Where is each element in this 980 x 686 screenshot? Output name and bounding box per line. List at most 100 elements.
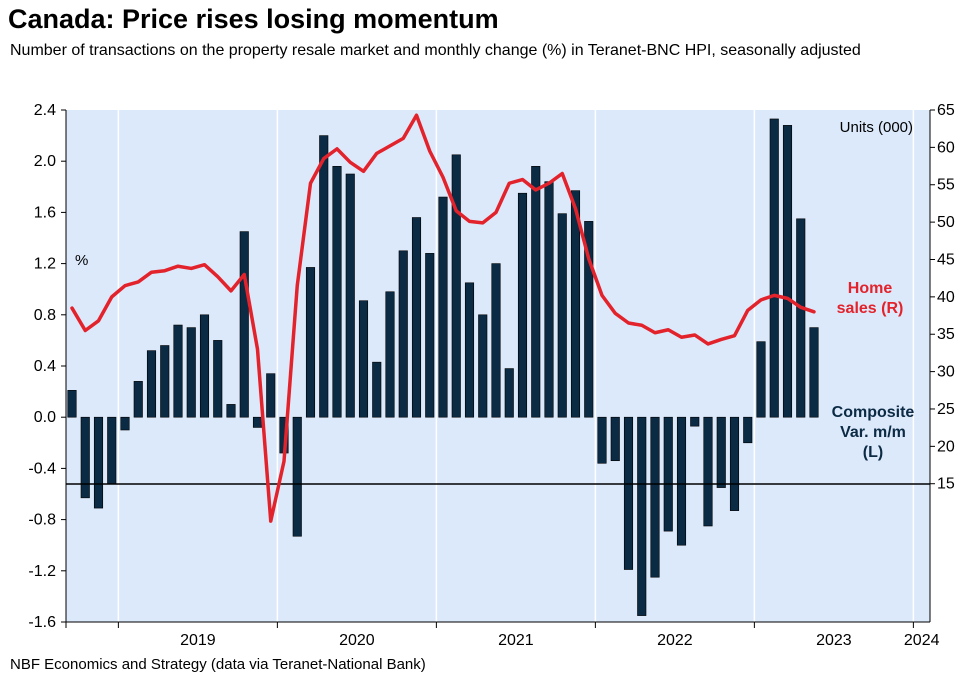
right-tick-label: 40 xyxy=(937,289,955,306)
year-tick-label: 2020 xyxy=(339,632,375,649)
home-sales-line xyxy=(70,113,816,523)
composite-bar xyxy=(464,282,475,418)
composite-bar xyxy=(398,250,408,418)
composite-bar xyxy=(345,173,355,418)
composite-bar xyxy=(729,416,740,511)
composite-bar xyxy=(451,154,461,418)
composite-bar xyxy=(663,416,673,532)
left-axis-unit: % xyxy=(75,252,88,269)
home-sales-label-line-1: Home xyxy=(848,280,893,297)
composite-bar xyxy=(133,381,143,418)
right-tick-label: 50 xyxy=(937,214,955,231)
composite-bar xyxy=(491,263,501,418)
chart-title: Canada: Price rises losing momentum xyxy=(8,4,499,34)
composite-bar xyxy=(252,416,263,428)
year-tick-label: 2023 xyxy=(816,632,852,649)
year-tick-label: 2019 xyxy=(180,632,216,649)
composite-bar xyxy=(173,324,183,418)
composite-bar xyxy=(597,416,607,464)
x-axis-ticks: 2019 2020 2021 2022 2023 2024 xyxy=(65,622,940,649)
composite-bar xyxy=(67,390,77,418)
composite-label-line-1: Composite xyxy=(832,404,915,421)
composite-bar xyxy=(107,416,117,485)
composite-bar xyxy=(199,314,210,418)
composite-bar xyxy=(478,314,488,418)
composite-bar xyxy=(160,345,170,418)
composite-bar xyxy=(226,404,236,418)
source-note: NBF Economics and Strategy (data via Ter… xyxy=(10,656,426,673)
composite-bar xyxy=(623,416,634,570)
composite-bar xyxy=(266,373,276,418)
composite-bar xyxy=(517,192,528,418)
composite-bar xyxy=(716,416,726,488)
composite-bar xyxy=(809,327,819,418)
composite-bar xyxy=(544,181,554,418)
composite-bar xyxy=(292,416,302,537)
composite-bar xyxy=(120,416,130,431)
left-tick-label: 2.4 xyxy=(34,102,56,119)
right-axis-unit: Units (000) xyxy=(840,119,913,136)
composite-bar xyxy=(332,166,342,418)
composite-bar xyxy=(319,135,329,418)
right-tick-label: 20 xyxy=(937,438,955,455)
chart-subtitle: Number of transactions on the property r… xyxy=(10,42,861,59)
composite-bar xyxy=(769,118,779,418)
right-tick-label: 65 xyxy=(937,102,955,119)
home-sales-label-line-2: sales (R) xyxy=(837,300,904,317)
composite-bar xyxy=(610,416,620,462)
composite-bar xyxy=(743,416,753,444)
composite-label-line-2: Var. m/m xyxy=(840,424,906,441)
composite-bar xyxy=(637,416,647,616)
composite-bar xyxy=(756,341,766,418)
right-tick-label: 55 xyxy=(937,177,955,194)
left-tick-label: -0.4 xyxy=(28,460,56,477)
left-tick-label: -0.8 xyxy=(28,512,56,529)
composite-label-line-3: (L) xyxy=(863,444,883,461)
left-tick-label: 0.4 xyxy=(34,358,56,375)
composite-bar xyxy=(504,368,514,418)
composite-bar xyxy=(676,416,687,546)
left-tick-label: 1.6 xyxy=(34,204,56,221)
composite-bar xyxy=(531,166,541,418)
year-tick-label: 2021 xyxy=(498,632,534,649)
left-tick-label: 0.8 xyxy=(34,307,56,324)
composite-bar xyxy=(411,217,422,418)
composite-bar xyxy=(782,125,793,418)
right-axis-ticks: 65 60 55 50 45 40 35 30 25 20 15 xyxy=(930,102,955,493)
composite-bar xyxy=(703,416,713,527)
right-tick-label: 25 xyxy=(937,401,955,418)
left-tick-label: 2.0 xyxy=(34,153,56,170)
right-tick-label: 45 xyxy=(937,251,955,268)
composite-bar xyxy=(213,340,223,418)
composite-bar xyxy=(186,327,196,418)
composite-bar xyxy=(690,416,700,427)
year-tick-label: 2022 xyxy=(657,632,693,649)
composite-bar xyxy=(239,231,249,418)
composite-bar xyxy=(80,416,90,499)
composite-bar xyxy=(796,218,806,418)
right-tick-label: 30 xyxy=(937,364,955,381)
grid-lines xyxy=(117,110,915,622)
composite-bar xyxy=(584,221,594,418)
year-tick-label: 2024 xyxy=(904,632,940,649)
composite-bar xyxy=(385,291,395,418)
composite-bar xyxy=(650,416,660,578)
composite-bar xyxy=(93,416,104,509)
left-tick-label: -1.6 xyxy=(28,614,56,631)
composite-bar xyxy=(557,213,567,418)
composite-bar xyxy=(372,361,382,418)
composite-bar xyxy=(305,267,316,418)
composite-bar xyxy=(358,300,369,418)
left-axis-ticks: 2.4 2.0 1.6 1.2 0.8 0.4 0.0 -0.4 -0.8 -1.2 -1.6 xyxy=(28,102,66,631)
left-tick-label: 0.0 xyxy=(34,409,56,426)
bar-series xyxy=(67,118,819,616)
right-tick-label: 35 xyxy=(937,326,955,343)
composite-bar xyxy=(425,253,435,418)
composite-bar xyxy=(146,350,157,418)
right-tick-label: 15 xyxy=(937,476,955,493)
composite-bar xyxy=(438,196,448,418)
composite-bar xyxy=(570,190,581,418)
left-tick-label: -1.2 xyxy=(28,563,56,580)
right-tick-label: 60 xyxy=(937,139,955,156)
